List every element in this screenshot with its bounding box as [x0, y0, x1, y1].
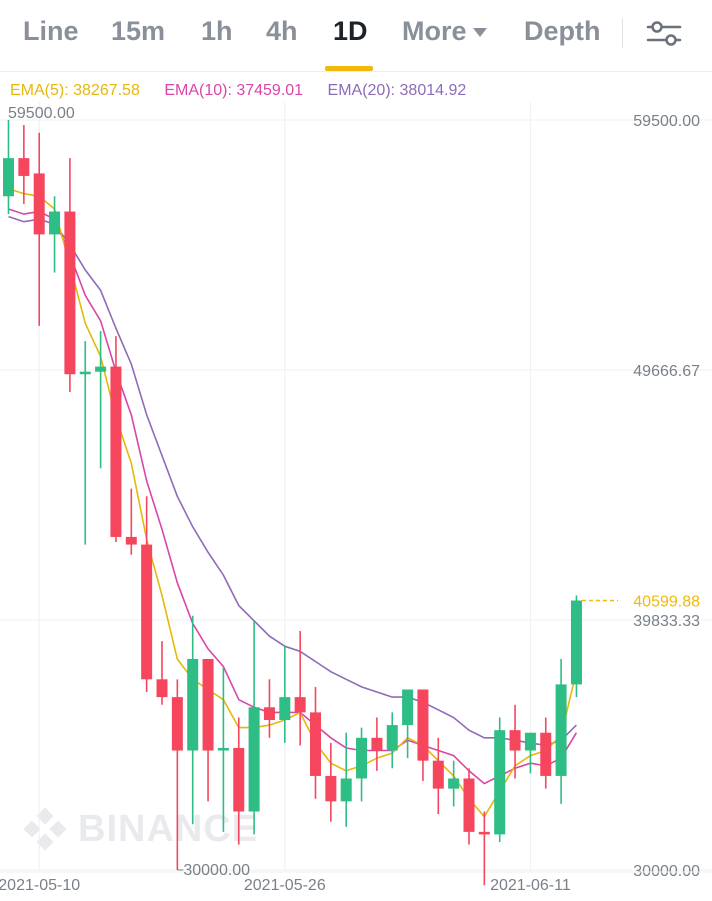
interval-tab-bar: Line 15m 1h 4h 1D More Depth	[0, 0, 712, 72]
candle-down	[141, 544, 153, 680]
candle-up	[356, 737, 368, 779]
tab-divider	[622, 18, 623, 48]
candle-up	[448, 778, 460, 789]
candle-up	[386, 725, 398, 751]
candle-down	[233, 747, 245, 812]
candle-down	[417, 689, 429, 761]
high-price-marker: 59500.00	[8, 105, 75, 122]
candlestick-chart[interactable]: 59500.0049666.6739833.3330000.002021-05-…	[0, 72, 712, 901]
candle-down	[64, 211, 76, 375]
candle-up	[279, 697, 291, 720]
candle-down	[171, 697, 183, 751]
tab-1h[interactable]: 1h	[201, 16, 233, 46]
watermark: BINANCE	[78, 808, 259, 850]
y-axis-label: 39833.33	[633, 613, 700, 630]
y-axis-label: 49666.67	[633, 363, 700, 380]
candle-down	[371, 737, 383, 751]
candle-up	[79, 371, 91, 375]
tab-line[interactable]: Line	[23, 16, 79, 46]
x-axis-label: 2021-06-11	[490, 877, 571, 894]
candle-down	[463, 778, 475, 832]
caret-down-icon	[472, 28, 487, 38]
last-price-label: 40599.88	[633, 594, 700, 611]
ema20-label: EMA(20): 38014.92	[327, 82, 467, 99]
candle-up	[3, 158, 14, 197]
ema10-line	[8, 208, 578, 785]
low-price-marker: 30000.00	[183, 862, 250, 879]
candle-down	[540, 732, 552, 776]
candle-down	[310, 712, 321, 776]
active-tab-underline	[325, 66, 373, 71]
candle-down	[156, 679, 168, 698]
candle-up	[187, 658, 199, 751]
x-axis-label: 2021-05-10	[0, 877, 80, 894]
y-axis-label: 59500.00	[633, 113, 700, 130]
candle-up	[340, 778, 352, 802]
ema-legend: EMA(5): 38267.58 EMA(10): 37459.01 EMA(2…	[10, 82, 486, 100]
candle-down	[18, 158, 30, 176]
candle-up	[217, 747, 229, 751]
tab-more-label: More	[402, 16, 467, 46]
candle-down	[110, 366, 122, 537]
candle-up	[524, 732, 536, 751]
x-axis-label: 2021-05-26	[244, 877, 326, 894]
tab-1d[interactable]: 1D	[333, 16, 368, 46]
candle-down	[202, 658, 214, 751]
tab-more[interactable]: More	[402, 16, 487, 47]
candle-up	[402, 689, 414, 726]
tab-15m[interactable]: 15m	[111, 16, 166, 46]
candle-up	[555, 684, 567, 776]
tab-depth[interactable]: Depth	[524, 16, 601, 46]
ema5-line	[8, 187, 578, 818]
sliders-icon[interactable]	[644, 16, 684, 52]
candle-up	[570, 600, 582, 685]
candle-up	[494, 730, 506, 835]
candle-down	[263, 707, 275, 720]
candle-up	[49, 211, 61, 235]
candle-down	[294, 697, 306, 713]
ema20-line	[8, 215, 577, 747]
tab-4h[interactable]: 4h	[266, 16, 298, 46]
ema5-label: EMA(5): 38267.58	[10, 82, 140, 99]
candle-up	[248, 707, 260, 812]
candle-down	[325, 775, 337, 802]
ema10-label: EMA(10): 37459.01	[164, 82, 304, 99]
candle-down	[478, 831, 490, 835]
binance-logo-icon	[23, 807, 67, 851]
candle-down	[432, 760, 444, 789]
candle-down	[509, 730, 521, 751]
candle-down	[125, 536, 137, 545]
candle-up	[95, 366, 107, 372]
candle-down	[33, 173, 45, 235]
